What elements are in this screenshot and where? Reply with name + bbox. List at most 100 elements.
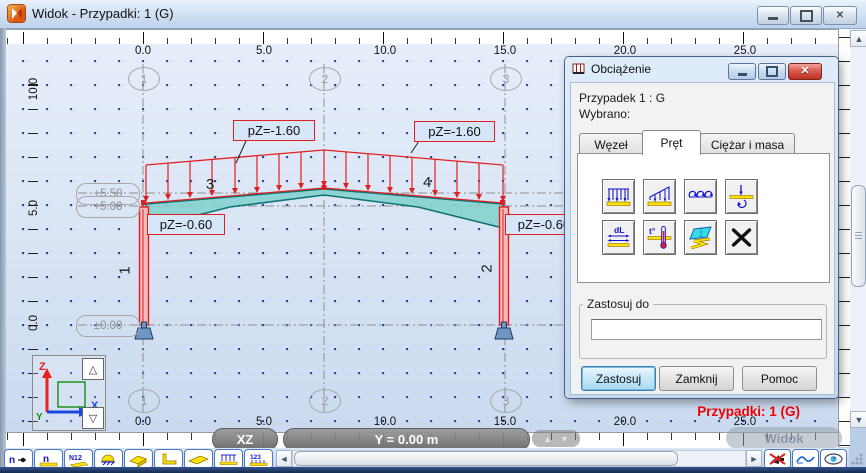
profiles-icon (162, 453, 177, 464)
bar-numbers-button[interactable]: n (34, 449, 63, 469)
ruler-label: 20.0 (613, 45, 637, 57)
view-plane-button[interactable]: XZ (212, 428, 278, 451)
case-line: Przypadek 1 : G (579, 91, 666, 105)
ruler-label: 10.0 (373, 416, 397, 428)
bar-numbers-icon: n (39, 454, 58, 466)
apply-to-group (579, 304, 827, 359)
uniform-load-icon (606, 188, 631, 206)
x-axis-label: X (91, 400, 99, 412)
dialog-body: Przypadek 1 : G Wybrano: Węzeł Pręt Cięż… (570, 82, 835, 395)
z-axis-label: Z (39, 361, 46, 373)
supports-button[interactable] (94, 449, 123, 469)
v123-glyph: 123 (250, 454, 261, 461)
ruler-label: 0.0 (135, 45, 151, 57)
ruler-label: 20.0 (613, 416, 637, 428)
dialog-maximize-button[interactable] (758, 63, 786, 80)
view-attributes-button[interactable] (820, 449, 847, 469)
vscroll-down-arrow[interactable]: ▼ (850, 411, 866, 428)
apply-button[interactable]: Zastosuj (581, 366, 656, 391)
n-glyph: n (9, 455, 15, 466)
tab-wezel[interactable]: Węzeł (579, 133, 643, 155)
up-arrow-icon: ▲ (543, 433, 552, 444)
section-line-button[interactable] (792, 449, 819, 469)
bar-number: 4 (423, 174, 432, 191)
view-watermark: Widok (726, 427, 842, 449)
window-title: Widok - Przypadki: 1 (G) (32, 6, 174, 21)
hscroll-right-arrow[interactable]: ► (746, 450, 762, 467)
hide-loads-button[interactable] (764, 449, 791, 469)
planar-load-button[interactable] (684, 220, 717, 255)
section-names-button[interactable]: N12 (64, 449, 93, 469)
ruler-label: 10.0 (28, 77, 40, 101)
apply-to-input[interactable] (591, 319, 822, 340)
ruler-label: 5.0 (256, 416, 272, 428)
loads-icon (219, 454, 238, 465)
help-button[interactable]: Pomoc (742, 366, 817, 391)
axes-triad: Z X Y (36, 361, 99, 423)
tab-pret[interactable]: Pręt (642, 130, 701, 155)
load-values-icon: 123 (249, 454, 268, 466)
level-bubble: ±0.00 (76, 315, 140, 337)
trapezoidal-load-button[interactable] (643, 179, 676, 214)
vscroll-up-arrow[interactable]: ▲ (850, 30, 866, 47)
rotate-down-button[interactable]: ▽ (82, 407, 104, 429)
ruler-label: 15.0 (493, 416, 517, 428)
bar-force-icon (729, 185, 754, 208)
minimize-button[interactable] (757, 6, 789, 25)
panels-button[interactable] (184, 449, 213, 469)
rotate-up-button[interactable]: △ (82, 358, 104, 380)
distributed-moment-button[interactable] (684, 179, 717, 214)
dialog-close-icon[interactable]: ✕ (788, 63, 822, 80)
axis-bubble: 3 (490, 389, 522, 413)
panels-icon (188, 455, 209, 464)
vscrollbar-thumb[interactable] (851, 185, 866, 287)
bar-number: 3 (206, 176, 215, 193)
load-values-button[interactable]: 123 (244, 449, 273, 469)
axis-bubble: 2 (309, 67, 341, 91)
selected-line: Wybrano: (579, 107, 631, 121)
hscrollbar-thumb[interactable] (294, 451, 678, 466)
profiles-button[interactable] (154, 449, 183, 469)
node-numbers-icon: n (9, 455, 26, 466)
level-bubble: +5.50 (76, 183, 140, 205)
thermal-load-button[interactable]: t° (643, 220, 676, 255)
dilatation-button[interactable]: dL (602, 220, 635, 255)
down-arrow-icon: ▼ (560, 433, 569, 444)
tab-ciezar-i-masa[interactable]: Ciężar i masa (700, 133, 795, 155)
window-left-border (0, 28, 6, 467)
ruler-right (838, 29, 850, 447)
dilatation-icon: dL (607, 225, 630, 247)
delete-load-button[interactable] (725, 220, 758, 255)
bar-number: 1 (116, 266, 134, 275)
eye-icon (824, 453, 843, 465)
svg-text:n: n (43, 454, 49, 465)
y-step-arrows[interactable]: ▲ ▼ (532, 430, 580, 447)
node-numbers-button[interactable]: n (4, 449, 33, 469)
ruler-label: 0.0 (135, 416, 151, 428)
section-names-icon: N12 (69, 455, 89, 467)
section-shape-button[interactable] (124, 449, 153, 469)
ruler-label: 0.0 (28, 315, 40, 331)
dialog-minimize-button[interactable] (728, 63, 756, 80)
trapezoidal-load-icon (647, 186, 672, 206)
supports-icon (101, 454, 115, 465)
bar-force-button[interactable] (725, 179, 758, 214)
uniform-load-button[interactable] (602, 179, 635, 214)
thermal-load-icon: t° (647, 226, 672, 249)
close-icon[interactable]: ✕ (823, 6, 857, 25)
close-button[interactable]: Zamknij (659, 366, 734, 391)
title-bar[interactable]: Widok - Przypadki: 1 (G) ✕ (0, 0, 866, 29)
dl-glyph: dL (614, 225, 624, 235)
hscroll-left-arrow[interactable]: ◄ (276, 450, 292, 467)
y-axis-label: Y (36, 412, 43, 423)
loads-button[interactable] (214, 449, 243, 469)
ruler-label: 15.0 (493, 45, 517, 57)
resize-grip[interactable] (850, 452, 863, 465)
axis-bubble: 1 (128, 67, 160, 91)
delete-icon (731, 228, 752, 247)
window-bottom-border (0, 467, 866, 473)
left-axis-ticks (28, 73, 38, 434)
active-case-label: Przypadki: 1 (G) (697, 404, 800, 419)
section-line-icon (796, 456, 815, 464)
maximize-button[interactable] (790, 6, 822, 25)
